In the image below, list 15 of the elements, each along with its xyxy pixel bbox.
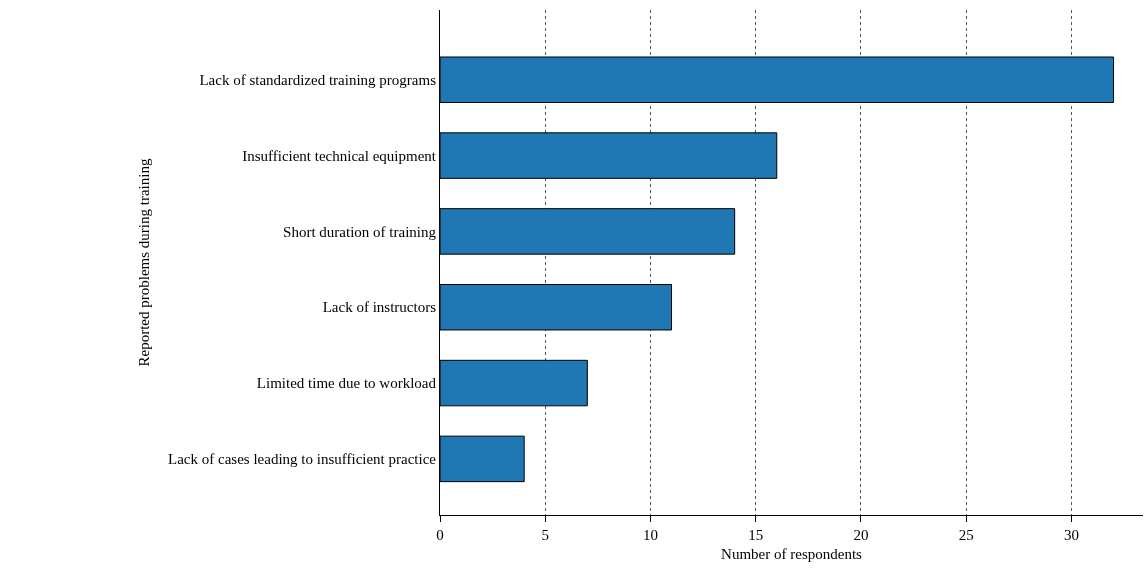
x-tick-label: 30 — [1063, 527, 1079, 543]
y-axis-title: Reported problems during training — [136, 158, 153, 367]
x-tick-label: 0 — [436, 527, 444, 543]
x-tick-label: 15 — [748, 527, 764, 543]
y-tick-label: Limited time due to workload — [256, 375, 437, 392]
x-tick-label: 20 — [853, 527, 869, 543]
y-tick-label: Insufficient technical equipment — [242, 147, 437, 164]
x-tick-label: 10 — [642, 527, 658, 543]
x-tick-label: 5 — [541, 527, 549, 543]
y-tick-label: Lack of instructors — [322, 299, 437, 316]
y-tick-label: Short duration of training — [283, 223, 437, 240]
y-tick-label: Lack of standardized training programs — [199, 72, 437, 89]
y-tick-label: Lack of cases leading to insufficient practice — [168, 451, 437, 468]
x-axis-title: Number of respondents — [721, 546, 863, 562]
x-tick-label: 25 — [958, 527, 974, 543]
